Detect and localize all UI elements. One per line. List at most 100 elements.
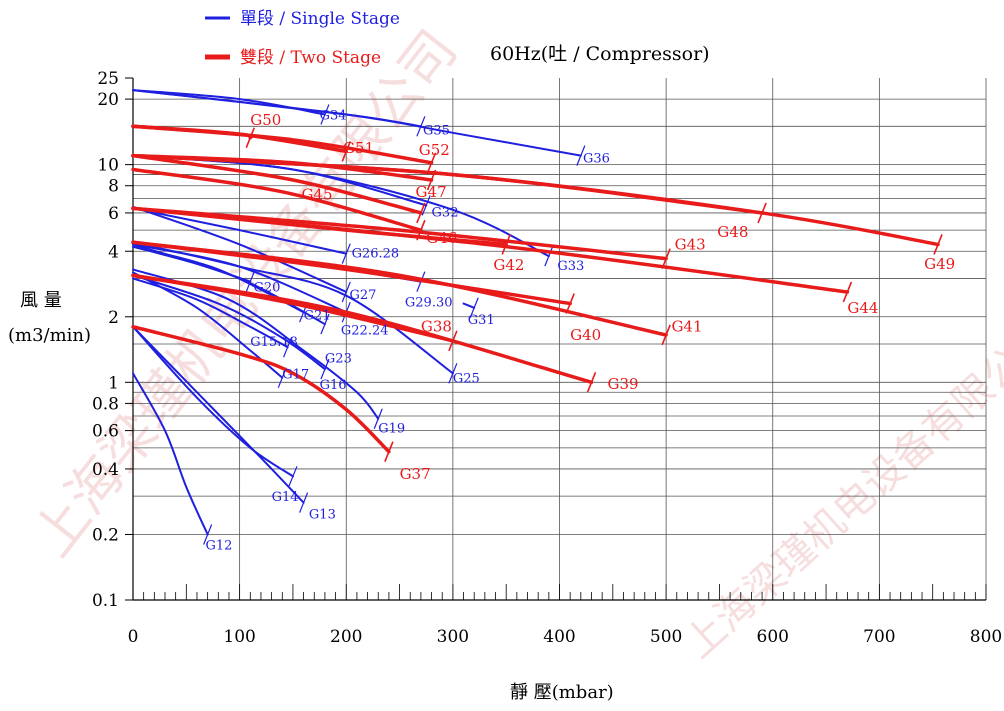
x-tick-label: 0 — [128, 627, 139, 647]
y-tick-label: 25 — [97, 69, 119, 89]
curve-label: G21 — [304, 308, 331, 323]
x-tick-label: 800 — [970, 627, 1002, 647]
legend: 單段 / Single Stage 雙段 / Two Stage — [205, 9, 400, 68]
y-tick-label: 0.1 — [92, 591, 119, 611]
series-end-mark — [416, 219, 426, 241]
series-end-mark — [421, 195, 431, 216]
series-line-g27 — [132, 205, 348, 293]
series-end-mark — [341, 141, 351, 162]
series-line-g13 — [132, 325, 305, 504]
series-line-g12 — [132, 372, 209, 536]
y-tick-label: 2 — [108, 308, 119, 328]
series-end-mark — [203, 524, 213, 545]
curve-label: G40 — [570, 326, 601, 344]
series-line-g16 — [132, 274, 326, 371]
curve-label: G31 — [468, 313, 495, 328]
watermark-text: 上海梁瑾机电设备有限公司 — [676, 312, 1004, 667]
curve-label: G36 — [583, 151, 610, 166]
series-line-g26-28 — [132, 207, 348, 255]
curve-labels: G12 G13 G14 G15.18 G16 G17 G19 G20 G21 G22.24 G23 G… — [206, 108, 956, 553]
curve-label: G47 — [416, 183, 447, 201]
legend-two-label: 雙段 / Two Stage — [240, 48, 381, 68]
y-axis-label-line1: 風 量 — [20, 290, 62, 311]
curve-label: G48 — [717, 223, 748, 241]
curve-label: G14 — [272, 490, 299, 505]
series-line-g52 — [131, 124, 434, 165]
series-end-mark — [426, 152, 437, 174]
curve-label: G43 — [675, 235, 706, 253]
series-end-mark — [576, 145, 586, 166]
series-end-mark — [245, 271, 255, 292]
series-line-g14 — [132, 325, 294, 478]
curve-label: G51 — [343, 139, 374, 157]
curve-label: G15.18 — [250, 335, 298, 350]
series-end-mark — [384, 441, 394, 462]
curve-label: G52 — [419, 141, 450, 159]
curve-label: G44 — [847, 299, 878, 317]
series-line-g48 — [131, 153, 764, 215]
curve-label: G37 — [400, 465, 431, 483]
y-tick-label: 10 — [97, 156, 119, 176]
curve-label: G22.24 — [341, 323, 389, 338]
y-tick-label: 0.6 — [92, 422, 119, 442]
curve-label: G38 — [421, 318, 452, 336]
series-end-mark — [320, 313, 330, 335]
x-tick-label: 300 — [437, 627, 469, 647]
curve-label: G19 — [378, 422, 405, 437]
curve-label: G35 — [423, 123, 450, 138]
y-tick-label: 0.8 — [92, 394, 119, 414]
series-line-g46 — [131, 153, 423, 215]
curve-label: G23 — [325, 352, 352, 367]
series-line-g17 — [132, 271, 284, 379]
series-end-mark — [341, 281, 351, 303]
series-line-g31 — [462, 302, 476, 309]
y-tick-label: 0.4 — [92, 460, 119, 480]
series-group — [131, 89, 943, 545]
series-end-mark — [544, 245, 554, 267]
y-tick-label: 0.2 — [92, 525, 119, 545]
series-end-mark — [299, 492, 309, 513]
series-end-mark — [245, 127, 256, 148]
series-line-g23 — [132, 243, 326, 326]
chart-title: 60Hz(吐 / Compressor) — [490, 43, 710, 65]
x-tick-label: 600 — [757, 627, 789, 647]
curve-label: G49 — [924, 255, 955, 273]
curve-label: G46 — [426, 229, 457, 247]
series-end-mark — [586, 372, 597, 393]
y-tick-label: 1 — [108, 373, 119, 393]
x-tick-label: 100 — [223, 627, 255, 647]
curve-label: G12 — [206, 538, 233, 553]
series-end-mark — [469, 297, 479, 318]
x-tick-label: 700 — [863, 627, 895, 647]
series-end-mark — [933, 234, 943, 255]
series-end-mark — [501, 234, 511, 255]
series-end-mark — [661, 324, 671, 346]
x-tick-label: 200 — [330, 627, 362, 647]
series-end-mark — [320, 104, 330, 125]
curve-label: G50 — [250, 111, 281, 129]
series-end-mark — [341, 243, 351, 264]
curve-label: G33 — [557, 259, 584, 274]
curve-label: G20 — [253, 281, 280, 296]
curve-label: G25 — [453, 372, 480, 387]
y-axis-label-line2: (m3/min) — [8, 325, 91, 346]
curve-label: G16 — [320, 378, 347, 393]
curve-label: G27 — [349, 288, 376, 303]
watermark: 上海梁瑾机电设备有限公司 上海梁瑾机电设备有限公司 — [21, 19, 1004, 668]
series-end-mark — [373, 408, 383, 429]
series-line-g45 — [131, 167, 423, 232]
series-line-g36 — [132, 89, 582, 157]
series-line-g39 — [131, 273, 594, 385]
series-line-g49 — [131, 153, 940, 247]
x-tick-label: 400 — [543, 627, 575, 647]
series-line-g25 — [132, 241, 454, 375]
x-tick-label: 500 — [650, 627, 682, 647]
curve-label: G41 — [671, 318, 702, 336]
legend-single-label: 單段 / Single Stage — [240, 9, 400, 29]
series-end-mark — [842, 281, 853, 303]
curve-label: G13 — [309, 507, 336, 522]
curve-label: G39 — [607, 375, 638, 393]
curve-label: G29.30 — [405, 296, 453, 311]
series-end-mark — [448, 363, 458, 384]
